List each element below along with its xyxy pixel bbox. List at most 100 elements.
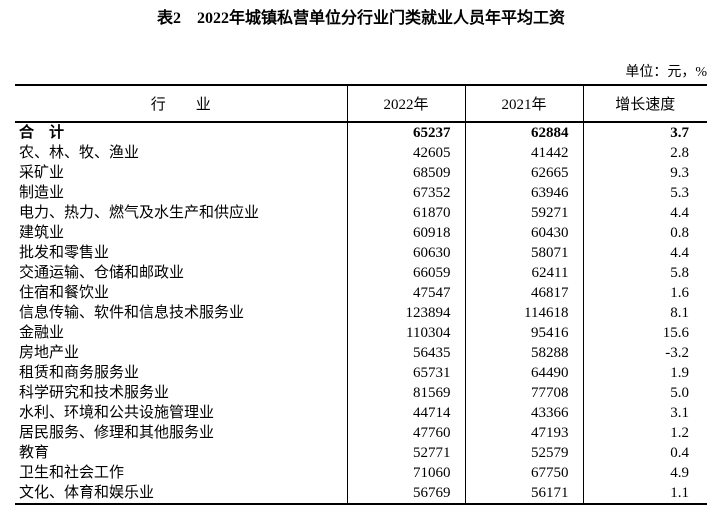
table-row: 建筑业 60918 60430 0.8 bbox=[15, 223, 707, 243]
column-header-growth: 增长速度 bbox=[582, 85, 707, 123]
growth-cell: 5.0 bbox=[582, 383, 707, 403]
y2022-cell: 56435 bbox=[346, 343, 465, 363]
growth-cell: 3.7 bbox=[582, 122, 707, 143]
y2022-cell: 67352 bbox=[346, 183, 465, 203]
industry-cell: 建筑业 bbox=[19, 225, 65, 241]
growth-cell: 1.6 bbox=[582, 283, 707, 303]
industry-cell: 农、林、牧、渔业 bbox=[19, 145, 140, 161]
y2022-cell: 68509 bbox=[346, 163, 465, 183]
table-row: 信息传输、软件和信息技术服务业 123894 114618 8.1 bbox=[15, 303, 707, 323]
table-body: 合 计 65237 62884 3.7 农、林、牧、渔业 42605 41442… bbox=[15, 122, 707, 504]
y2021-cell: 64490 bbox=[464, 363, 583, 383]
y2021-cell: 46817 bbox=[464, 283, 583, 303]
y2021-cell: 58288 bbox=[464, 343, 583, 363]
unit-note: 单位：元，% bbox=[625, 65, 707, 80]
y2022-cell: 71060 bbox=[346, 463, 465, 483]
table-row: 文化、体育和娱乐业 56769 56171 1.1 bbox=[15, 483, 707, 504]
table-row: 金融业 110304 95416 15.6 bbox=[15, 323, 707, 343]
table-row: 住宿和餐饮业 47547 46817 1.6 bbox=[15, 283, 707, 303]
growth-cell: 3.1 bbox=[582, 403, 707, 423]
industry-cell: 采矿业 bbox=[19, 165, 65, 181]
growth-cell: 5.8 bbox=[582, 263, 707, 283]
growth-cell: 1.9 bbox=[582, 363, 707, 383]
growth-cell: 4.9 bbox=[582, 463, 707, 483]
table-row: 批发和零售业 60630 58071 4.4 bbox=[15, 243, 707, 263]
industry-cell: 居民服务、修理和其他服务业 bbox=[19, 425, 215, 441]
page-title: 表2 2022年城镇私营单位分行业门类就业人员年平均工资 bbox=[156, 10, 565, 27]
industry-cell: 租赁和商务服务业 bbox=[19, 365, 140, 381]
table-row: 制造业 67352 63946 5.3 bbox=[15, 183, 707, 203]
y2021-cell: 56171 bbox=[464, 483, 583, 504]
y2022-cell: 60918 bbox=[346, 223, 465, 243]
table-row: 卫生和社会工作 71060 67750 4.9 bbox=[15, 463, 707, 483]
y2022-cell: 65731 bbox=[346, 363, 465, 383]
table-row: 科学研究和技术服务业 81569 77708 5.0 bbox=[15, 383, 707, 403]
y2021-cell: 77708 bbox=[464, 383, 583, 403]
y2021-cell: 62665 bbox=[464, 163, 583, 183]
industry-cell: 金融业 bbox=[19, 325, 65, 341]
y2021-cell: 95416 bbox=[464, 323, 583, 343]
y2022-cell: 123894 bbox=[346, 303, 465, 323]
header-row: 行 业 2022年 2021年 增长速度 bbox=[15, 85, 707, 123]
growth-cell: 15.6 bbox=[582, 323, 707, 343]
y2021-cell: 58071 bbox=[464, 243, 583, 263]
industry-cell: 合 计 bbox=[19, 125, 65, 141]
table-row: 居民服务、修理和其他服务业 47760 47193 1.2 bbox=[15, 423, 707, 443]
industry-cell: 文化、体育和娱乐业 bbox=[19, 485, 155, 501]
y2021-cell: 43366 bbox=[464, 403, 583, 423]
y2022-cell: 42605 bbox=[346, 143, 465, 163]
y2022-cell: 47547 bbox=[346, 283, 465, 303]
y2021-cell: 62884 bbox=[464, 122, 583, 143]
table-row: 租赁和商务服务业 65731 64490 1.9 bbox=[15, 363, 707, 383]
column-header-2021: 2021年 bbox=[464, 85, 583, 123]
y2021-cell: 41442 bbox=[464, 143, 583, 163]
growth-cell: -3.2 bbox=[582, 343, 707, 363]
table-row: 采矿业 68509 62665 9.3 bbox=[15, 163, 707, 183]
y2021-cell: 67750 bbox=[464, 463, 583, 483]
industry-cell: 制造业 bbox=[19, 185, 65, 201]
industry-cell: 批发和零售业 bbox=[19, 245, 110, 261]
y2021-cell: 114618 bbox=[464, 303, 583, 323]
y2022-cell: 47760 bbox=[346, 423, 465, 443]
industry-cell: 住宿和餐饮业 bbox=[19, 285, 110, 301]
y2022-cell: 65237 bbox=[346, 122, 465, 143]
growth-cell: 0.4 bbox=[582, 443, 707, 463]
wage-table: 行 业 2022年 2021年 增长速度 合 计 65237 62884 3.7… bbox=[15, 84, 707, 505]
growth-cell: 8.1 bbox=[582, 303, 707, 323]
y2022-cell: 66059 bbox=[346, 263, 465, 283]
table-row: 房地产业 56435 58288 -3.2 bbox=[15, 343, 707, 363]
y2022-cell: 44714 bbox=[346, 403, 465, 423]
column-header-2022: 2022年 bbox=[346, 85, 465, 123]
table-row: 农、林、牧、渔业 42605 41442 2.8 bbox=[15, 143, 707, 163]
y2022-cell: 52771 bbox=[346, 443, 465, 463]
growth-cell: 5.3 bbox=[582, 183, 707, 203]
table-header: 行 业 2022年 2021年 增长速度 bbox=[15, 85, 707, 123]
growth-cell: 9.3 bbox=[582, 163, 707, 183]
industry-cell: 科学研究和技术服务业 bbox=[19, 385, 170, 401]
industry-cell: 电力、热力、燃气及水生产和供应业 bbox=[19, 205, 260, 221]
industry-cell: 卫生和社会工作 bbox=[19, 465, 125, 481]
y2021-cell: 60430 bbox=[464, 223, 583, 243]
y2021-cell: 62411 bbox=[464, 263, 583, 283]
table-row: 电力、热力、燃气及水生产和供应业 61870 59271 4.4 bbox=[15, 203, 707, 223]
y2022-cell: 81569 bbox=[346, 383, 465, 403]
growth-cell: 1.1 bbox=[582, 483, 707, 504]
y2022-cell: 110304 bbox=[346, 323, 465, 343]
industry-cell: 水利、环境和公共设施管理业 bbox=[19, 405, 215, 421]
y2022-cell: 56769 bbox=[346, 483, 465, 504]
y2022-cell: 61870 bbox=[346, 203, 465, 223]
table-row: 教育 52771 52579 0.4 bbox=[15, 443, 707, 463]
y2021-cell: 59271 bbox=[464, 203, 583, 223]
industry-cell: 信息传输、软件和信息技术服务业 bbox=[19, 305, 245, 321]
y2021-cell: 52579 bbox=[464, 443, 583, 463]
y2022-cell: 60630 bbox=[346, 243, 465, 263]
growth-cell: 2.8 bbox=[582, 143, 707, 163]
table-row-total: 合 计 65237 62884 3.7 bbox=[15, 122, 707, 143]
growth-cell: 4.4 bbox=[582, 203, 707, 223]
column-header-industry: 行 业 bbox=[15, 85, 347, 123]
industry-cell: 交通运输、仓储和邮政业 bbox=[19, 265, 185, 281]
growth-cell: 0.8 bbox=[582, 223, 707, 243]
growth-cell: 4.4 bbox=[582, 243, 707, 263]
growth-cell: 1.2 bbox=[582, 423, 707, 443]
